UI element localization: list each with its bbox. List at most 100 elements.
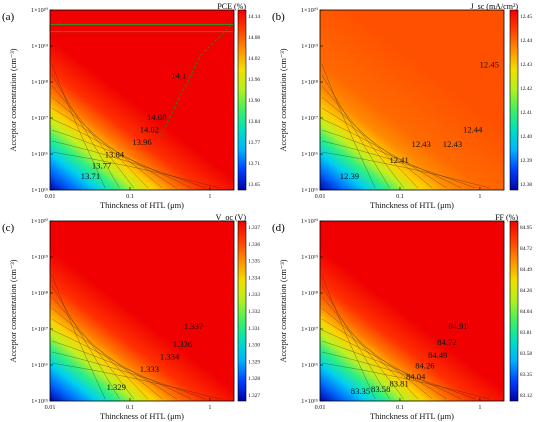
contour-line	[321, 318, 433, 400]
contour-line	[51, 74, 120, 189]
contour-label: 12.45	[480, 60, 499, 70]
contour-label: 1.329	[107, 382, 126, 392]
contour-label: 12.43	[412, 139, 431, 149]
contour-line	[51, 307, 149, 400]
contour-line	[321, 329, 447, 400]
x-tick-label: 1	[478, 193, 481, 200]
heatmap-field	[50, 221, 234, 401]
contour-line	[321, 96, 419, 189]
y-tick-label: 1×10¹⁵	[31, 187, 48, 194]
colorbar-tick-label: 84.26	[520, 288, 532, 294]
colorbar-tick-label: 12.43	[520, 62, 532, 68]
contour-label: 1.336	[173, 339, 193, 349]
contour-line	[321, 63, 376, 189]
plot-frame	[49, 220, 235, 402]
colorbar-title: FF (%)	[495, 213, 518, 222]
colorbar-tick-label: 1.330	[248, 343, 260, 349]
y-axis-label: Acceptor concentration (cm⁻³)	[279, 259, 288, 362]
colorbar-tick-label: 83.81	[520, 330, 532, 336]
contour-line	[321, 140, 476, 189]
contour-line	[51, 351, 206, 400]
heatmap-field	[320, 10, 504, 190]
x-tick-label: 0.01	[45, 193, 56, 200]
contour-line	[321, 274, 376, 400]
contour-line	[51, 118, 177, 189]
contour-label: 84.91	[448, 321, 467, 331]
y-axis-label: Acceptor concentration (cm⁻³)	[9, 48, 18, 151]
contour-label: 84.04	[406, 371, 426, 381]
contour-label: 14.08	[147, 112, 166, 122]
contour-line	[51, 85, 135, 189]
x-axis-label: Thinckness of HTL (μm)	[100, 412, 184, 421]
contour-line	[321, 296, 405, 400]
contour-line	[321, 74, 390, 189]
contour-label: 13.77	[92, 160, 112, 170]
contour-line	[51, 63, 106, 189]
y-tick-label: 1×10¹⁸	[31, 79, 48, 86]
contour-label: 13.84	[105, 150, 125, 160]
contour-label: 84.26	[415, 361, 435, 371]
contour-line	[51, 140, 206, 189]
colorbar-title: J_sc (mA/cm²)	[471, 2, 519, 11]
heatmap-field	[320, 221, 504, 401]
panel-label: (b)	[272, 11, 285, 23]
x-tick-label: 1	[208, 193, 211, 200]
contour-line	[51, 362, 220, 400]
panel-3: 0.01 0.1 1 1×10¹⁵ 1×10¹⁶ 1×10¹⁷ 1×10¹⁸ 1×10¹⁹ 1×…	[2, 213, 260, 421]
contour-label: 1.334	[160, 352, 180, 362]
colorbar-tick-label: 1.334	[248, 275, 260, 281]
contour-label: 83.58	[371, 384, 390, 394]
contour-line	[51, 285, 120, 400]
x-tick-label: 0.01	[315, 404, 326, 411]
contour-line	[321, 307, 419, 400]
contour-line	[51, 129, 192, 189]
contour-line	[51, 296, 135, 400]
contour-line	[321, 362, 490, 400]
x-tick-label: 1	[208, 404, 211, 411]
contour-label: 83.81	[389, 379, 408, 389]
contour-label: 1.337	[184, 321, 204, 331]
x-tick-label: 0.1	[126, 193, 134, 200]
contour-line	[321, 85, 405, 189]
x-tick-label: 0.01	[315, 193, 326, 200]
plot-frame	[319, 9, 505, 191]
contour-line	[51, 151, 220, 189]
contour-line	[51, 107, 163, 189]
y-tick-label: 1×10¹⁶	[301, 362, 318, 369]
x-axis-label: Thinckness of HTL (μm)	[370, 412, 454, 421]
y-tick-label: 1×10¹⁹	[31, 43, 48, 50]
contour-label: 83.35	[351, 386, 370, 396]
y-tick-label: 1×10¹⁹	[301, 254, 318, 261]
y-tick-label: 1×10²⁰	[31, 218, 49, 225]
contour-label: 14.1	[171, 70, 186, 80]
contour-label: 1.333	[140, 364, 159, 374]
contour-line	[321, 285, 390, 400]
colorbar-tick-label: 1.336	[248, 242, 260, 248]
contour-line	[321, 351, 476, 400]
y-tick-label: 1×10¹⁵	[301, 187, 318, 194]
y-tick-label: 1×10²⁰	[31, 7, 49, 14]
y-tick-label: 1×10²⁰	[301, 7, 319, 14]
colorbar-tick-label: 13.90	[248, 98, 260, 104]
contour-line	[51, 96, 149, 189]
colorbar-tick-label: 1.329	[248, 359, 260, 365]
colorbar-tick-label: 12.38	[520, 182, 532, 188]
x-tick-label: 0.1	[396, 193, 404, 200]
colorbar-tick-label: 12.41	[520, 110, 532, 116]
optimum-trace	[159, 25, 231, 137]
colorbar	[237, 9, 247, 191]
contour-line	[51, 274, 106, 400]
contour-line	[321, 118, 447, 189]
panel-label: (d)	[272, 222, 285, 234]
panel-label: (a)	[2, 11, 15, 23]
colorbar-tick-label: 84.04	[520, 309, 532, 315]
panel-1: 0.01 0.1 1 1×10¹⁵ 1×10¹⁶ 1×10¹⁷ 1×10¹⁸ 1×10¹⁹ 1×…	[2, 2, 260, 210]
colorbar	[509, 220, 519, 402]
colorbar-title: V_oc (V)	[216, 213, 247, 222]
colorbar-tick-label: 83.58	[520, 351, 532, 357]
contour-line	[321, 129, 462, 189]
contour-label: 13.71	[81, 171, 100, 181]
contour-line	[51, 318, 163, 400]
colorbar-tick-label: 1.337	[248, 225, 260, 231]
colorbar-tick-label: 14.02	[248, 56, 260, 62]
